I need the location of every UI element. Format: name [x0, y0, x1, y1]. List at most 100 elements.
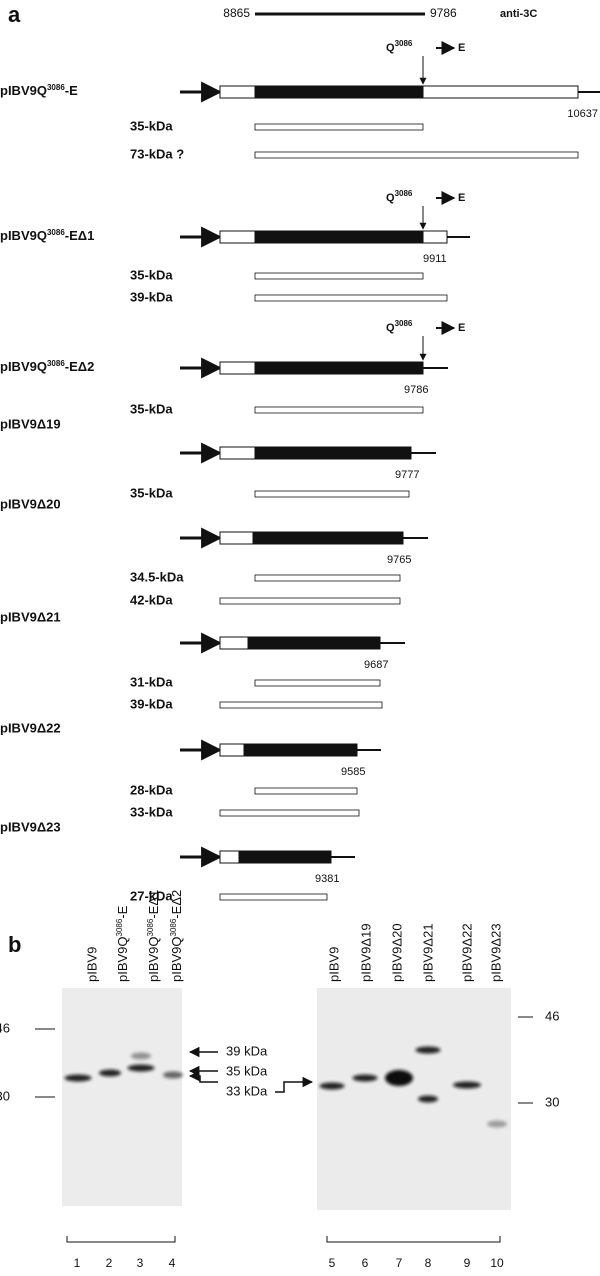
end-position: 9911: [423, 253, 447, 265]
antibody-name: anti-3C: [500, 8, 537, 20]
end-position: 9786: [404, 384, 428, 396]
lane-name: pIBV9Δ21: [420, 923, 435, 982]
protein-label: 31-kDa: [130, 674, 173, 689]
lane-name: pIBV9Q3086-EΔ1: [146, 890, 162, 982]
end-position: 9585: [341, 766, 365, 778]
protein-bar: [220, 810, 359, 816]
protein-label: 39-kDa: [130, 696, 173, 711]
band: [128, 1065, 155, 1072]
name-part: pIBV9Q: [169, 936, 184, 982]
lane-name: pIBV9Δ23: [488, 923, 503, 982]
band: [385, 1070, 413, 1086]
protein-bar: [255, 273, 423, 279]
lane-number: 1: [74, 1256, 81, 1270]
protein-bar: [255, 295, 447, 301]
name-part: -EΔ1: [146, 890, 161, 919]
lane-number: 8: [425, 1256, 432, 1270]
marker-label: 30: [0, 1088, 10, 1103]
lane-name: pIBV9Δ19: [358, 923, 373, 982]
construct-name: pIBV9Δ23: [0, 819, 61, 834]
mutation-to: E: [458, 192, 465, 204]
lane-name: pIBV9: [326, 947, 341, 982]
lane-number: 7: [396, 1256, 403, 1270]
end-position: 9687: [364, 659, 388, 671]
white-region: [220, 744, 244, 756]
band: [353, 1075, 378, 1082]
black-region: [255, 447, 411, 459]
end-position: 9765: [387, 554, 411, 566]
band: [65, 1075, 92, 1082]
lane-name: pIBV9Q3086-E: [115, 905, 131, 982]
panel-label: a: [8, 2, 21, 27]
name-sup: 3086: [115, 918, 124, 936]
name-part: -E: [115, 905, 130, 918]
band: [453, 1082, 481, 1089]
band-arrow: [275, 1082, 312, 1092]
panel-label: b: [8, 932, 21, 957]
protein-label: 33-kDa: [130, 804, 173, 819]
mutation: Q3086: [386, 319, 413, 334]
name-part: pIBV9Q: [115, 936, 130, 982]
lane-number: 4: [169, 1256, 176, 1270]
antibody-start: 8865: [223, 6, 250, 20]
band: [99, 1070, 121, 1077]
name-part: pIBV9Q: [0, 359, 47, 374]
construct-name: pIBV9Δ20: [0, 496, 61, 511]
band-label: 39 kDa: [226, 1043, 268, 1058]
blot-left: [62, 988, 182, 1206]
marker-label: 46: [545, 1008, 559, 1023]
band: [487, 1121, 507, 1128]
figure: a b 8865 9786 anti-3C pIBV9Q3086-E10637Q…: [0, 0, 600, 1276]
black-region: [255, 362, 423, 374]
mutation: Q3086: [386, 189, 413, 204]
black-region: [248, 637, 380, 649]
protein-bar: [255, 152, 578, 158]
black-region: [244, 744, 357, 756]
lane-number: 2: [106, 1256, 113, 1270]
lane-number: 6: [362, 1256, 369, 1270]
end-position: 9777: [395, 469, 419, 481]
black-region: [255, 86, 423, 98]
protein-bar: [255, 788, 357, 794]
white-region: [220, 851, 239, 863]
lane-number: 9: [464, 1256, 471, 1270]
white-region: [220, 532, 253, 544]
black-region: [253, 532, 403, 544]
lane-name: pIBV9: [84, 947, 99, 982]
construct-name: pIBV9Q3086-E: [0, 83, 78, 99]
lane-bracket: [327, 1236, 500, 1242]
band-arrow: [190, 1076, 218, 1082]
white-region: [220, 231, 255, 243]
mutation-position: 3086: [395, 319, 413, 328]
lane-name: pIBV9Δ20: [389, 923, 404, 982]
band: [163, 1072, 183, 1079]
protein-bar: [255, 575, 400, 581]
band-label: 35 kDa: [226, 1063, 268, 1078]
lane-number: 5: [329, 1256, 336, 1270]
protein-label: 28-kDa: [130, 782, 173, 797]
protein-bar: [255, 124, 423, 130]
name-part: pIBV9Q: [0, 83, 47, 98]
name-part: -E: [65, 83, 78, 98]
lane-name: pIBV9Δ22: [459, 923, 474, 982]
white-region: [220, 637, 248, 649]
name-part: -EΔ1: [65, 228, 95, 243]
name-part: -EΔ2: [65, 359, 95, 374]
protein-bar: [255, 680, 380, 686]
protein-bar: [220, 598, 400, 604]
name-sup: 3086: [47, 359, 65, 368]
marker-label: 46: [0, 1020, 10, 1035]
white-region: [423, 231, 447, 243]
protein-label: 35-kDa: [130, 267, 173, 282]
protein-label: 35-kDa: [130, 485, 173, 500]
protein-label: 39-kDa: [130, 289, 173, 304]
white-region: [220, 362, 255, 374]
construct-name: pIBV9Δ22: [0, 720, 61, 735]
name-sup: 3086: [146, 918, 155, 936]
construct-name: pIBV9Δ21: [0, 609, 61, 624]
white-region: [220, 447, 255, 459]
name-sup: 3086: [169, 918, 178, 936]
end-position: 10637: [567, 108, 598, 120]
mutation-to: E: [458, 42, 465, 54]
black-region: [239, 851, 331, 863]
